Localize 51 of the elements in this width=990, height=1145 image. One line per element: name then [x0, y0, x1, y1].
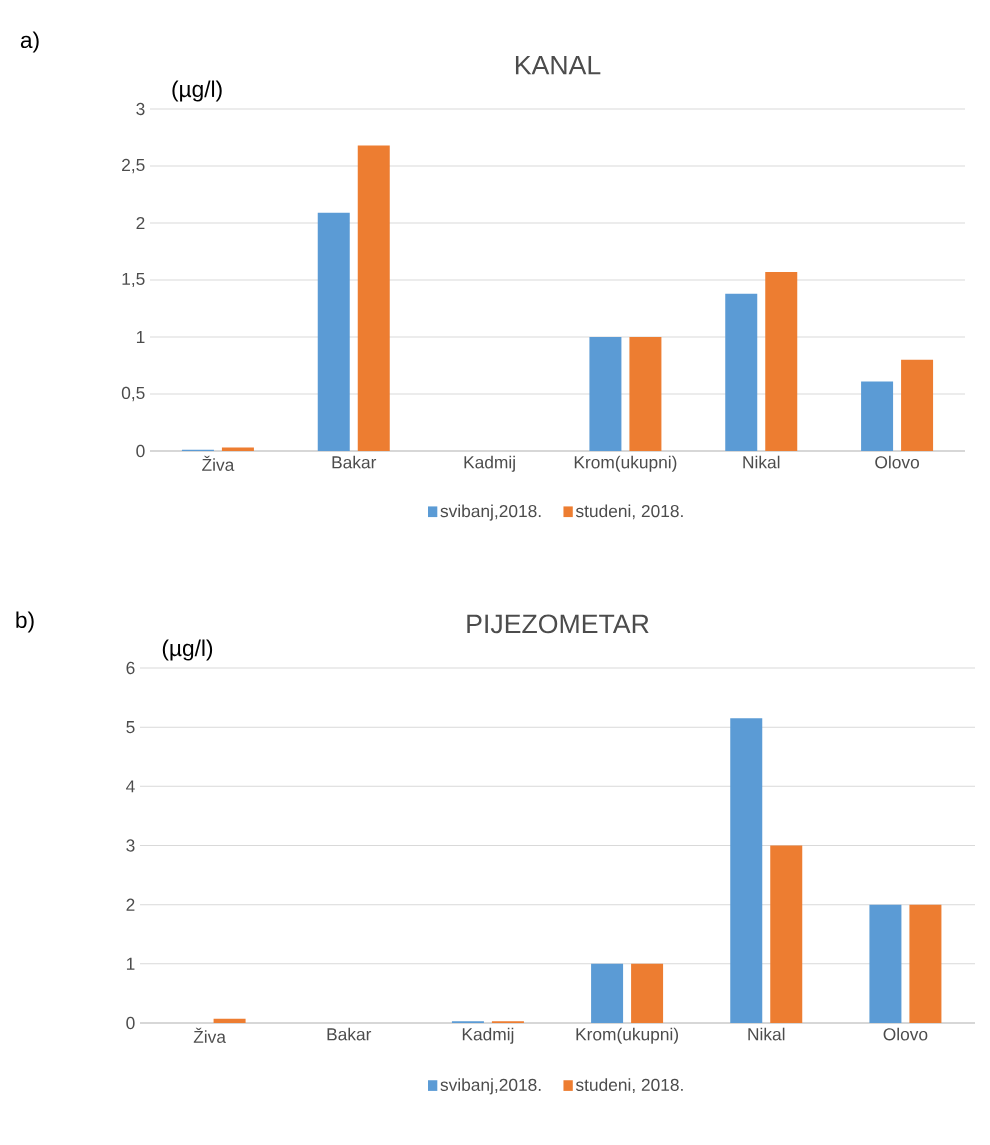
x-tick-label: Krom(ukupni)	[574, 455, 677, 472]
x-tick-label: Nikal	[748, 1027, 785, 1041]
y-tick-label: 1,5	[122, 272, 145, 288]
chart-title: KANAL	[515, 55, 601, 75]
bar	[591, 963, 624, 1023]
y-tick-label: 3	[136, 102, 145, 116]
x-tick-label: Živa	[193, 1027, 226, 1044]
y-tick-label: 1	[126, 957, 135, 970]
y-tick-label: 2,5	[122, 158, 145, 174]
chart-title: PIJEZOMETAR	[467, 614, 649, 634]
y-tick-label: 1	[136, 331, 145, 343]
bar	[869, 904, 902, 1023]
bar	[357, 145, 390, 451]
legend-label: svibanj,2018.	[440, 504, 541, 521]
y-tick-label: 0,5	[121, 386, 145, 402]
legend-label: studeni, 2018.	[575, 1078, 683, 1094]
x-tick-label: Nikal	[743, 455, 780, 469]
x-tick-label: Kadmij	[462, 1027, 514, 1044]
y-tick-label: 5	[126, 721, 135, 734]
x-tick-label: Krom(ukupni)	[576, 1027, 679, 1044]
bar	[901, 359, 934, 451]
y-tick-label: 6	[126, 661, 135, 675]
x-tick-label: Olovo	[875, 455, 919, 469]
bar	[213, 1018, 246, 1023]
y-axis-title: (µg/l)	[172, 80, 222, 102]
x-tick-label: Kadmij	[464, 455, 515, 472]
x-tick-label: Živa	[202, 455, 235, 472]
bar	[909, 904, 942, 1023]
bar	[730, 718, 763, 1023]
y-tick-label: 2	[126, 898, 135, 911]
bar	[629, 336, 662, 451]
bar	[725, 293, 758, 451]
y-tick-label: 0	[136, 444, 145, 458]
legend-label: svibanj,2018.	[440, 1078, 541, 1095]
bar	[589, 336, 622, 451]
bar	[317, 212, 350, 451]
legend-label: studeni, 2018.	[575, 504, 683, 520]
bar	[861, 381, 894, 451]
text: a)	[20, 31, 39, 53]
x-tick-label: Bakar	[327, 1027, 372, 1041]
y-tick-label: 3	[126, 839, 135, 852]
y-tick-label: 0	[126, 1016, 135, 1030]
y-axis-title: (µg/l)	[162, 639, 213, 661]
y-tick-label: 4	[126, 780, 135, 793]
bar	[631, 963, 664, 1023]
y-tick-label: 2	[136, 216, 145, 230]
x-tick-label: Bakar	[332, 455, 377, 469]
text: b)	[16, 611, 34, 633]
bar	[770, 845, 803, 1023]
x-tick-label: Olovo	[883, 1027, 928, 1041]
bar	[765, 272, 798, 451]
